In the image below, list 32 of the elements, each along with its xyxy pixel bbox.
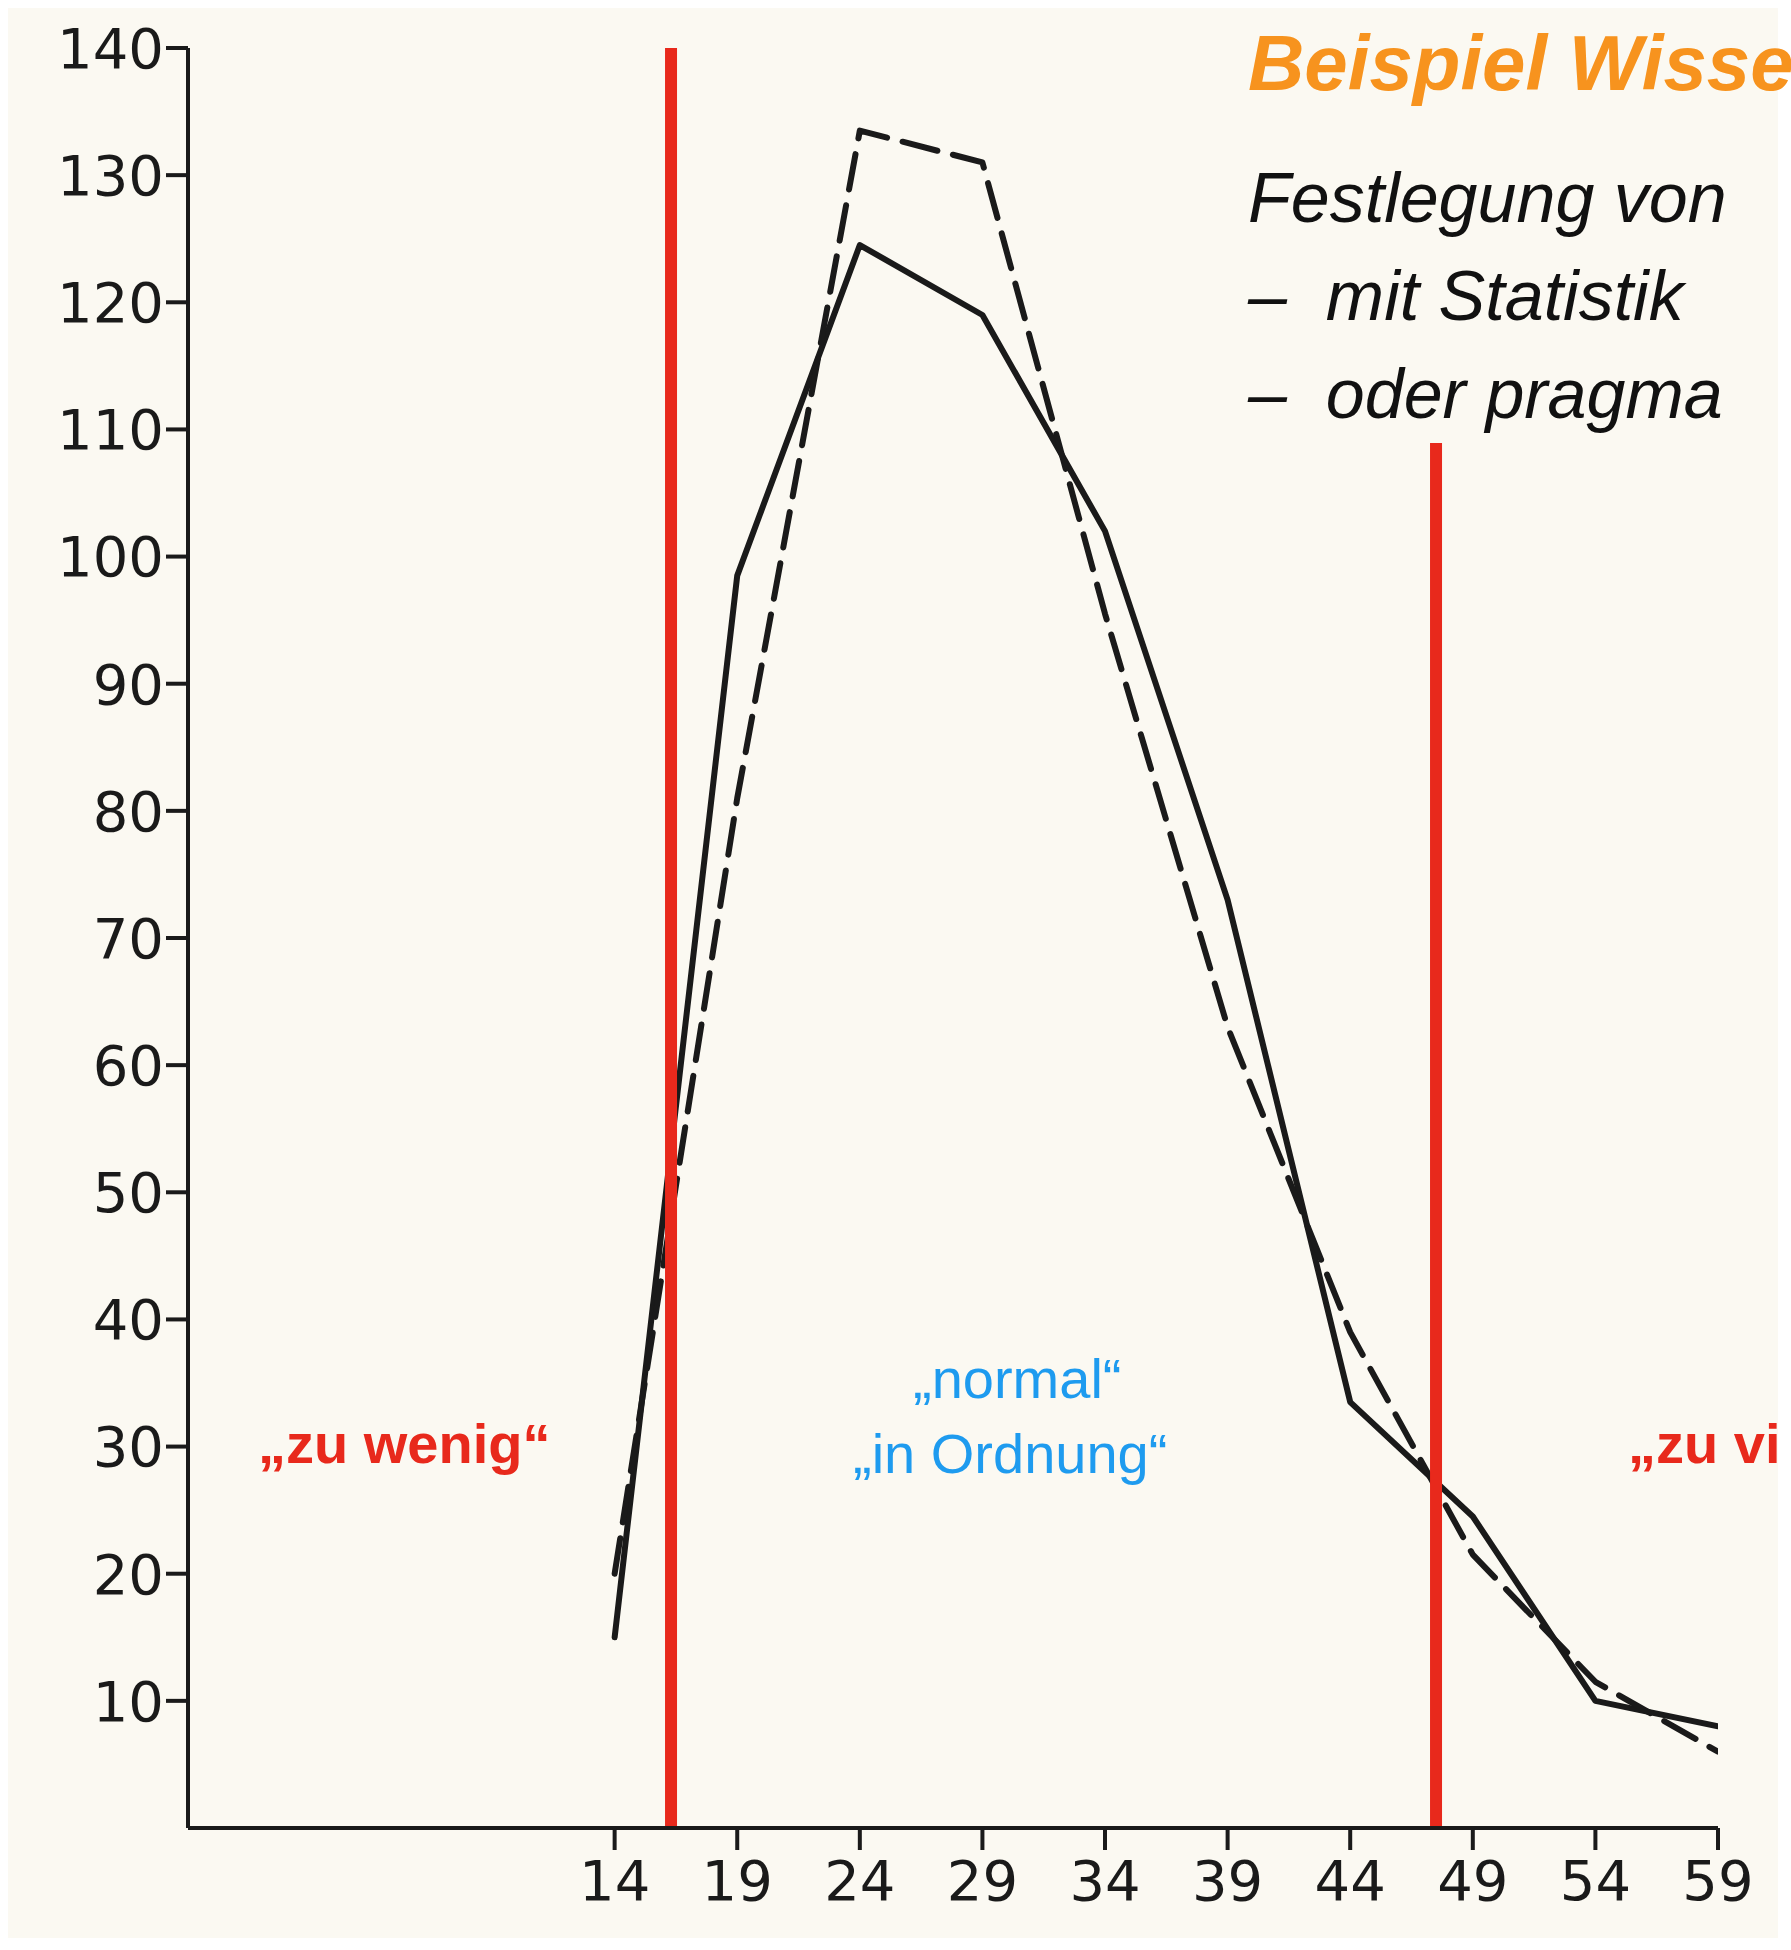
chart-title: Beispiel Wisse (1248, 18, 1791, 109)
annotation: „normal“ (913, 1347, 1122, 1410)
y-tick-label: 130 (57, 143, 164, 209)
y-tick-label: 10 (92, 1668, 164, 1734)
annotation: – oder pragma (1248, 354, 1724, 435)
y-tick-label: 100 (57, 524, 164, 590)
x-tick-label: 54 (1559, 1847, 1632, 1913)
x-tick-label: 24 (824, 1847, 896, 1913)
y-tick-label: 80 (92, 778, 164, 844)
annotation: „zu wenig“ (258, 1412, 551, 1475)
x-tick-label: 19 (701, 1847, 773, 1913)
x-tick-label: 59 (1682, 1847, 1754, 1913)
y-tick-label: 20 (92, 1541, 164, 1607)
x-tick-label: 44 (1314, 1847, 1386, 1913)
y-tick-label: 50 (92, 1160, 164, 1226)
y-tick-label: 90 (92, 651, 164, 717)
annotation: „zu vi (1628, 1412, 1781, 1475)
x-tick-label: 34 (1069, 1847, 1141, 1913)
y-tick-label: 40 (92, 1287, 164, 1353)
annotation: „in Ordnung“ (853, 1422, 1168, 1485)
x-tick-label: 49 (1437, 1847, 1509, 1913)
annotation: – mit Statistik (1248, 256, 1688, 337)
y-tick-label: 140 (57, 15, 164, 81)
y-tick-label: 60 (92, 1033, 164, 1099)
x-tick-label: 39 (1191, 1847, 1264, 1913)
y-tick-label: 120 (57, 270, 164, 336)
x-tick-label: 29 (946, 1847, 1019, 1913)
y-tick-label: 110 (57, 397, 164, 463)
x-tick-label: 14 (579, 1847, 651, 1913)
y-tick-label: 30 (92, 1414, 164, 1480)
annotation: Festlegung von (1248, 158, 1728, 239)
y-tick-label: 70 (92, 905, 164, 971)
